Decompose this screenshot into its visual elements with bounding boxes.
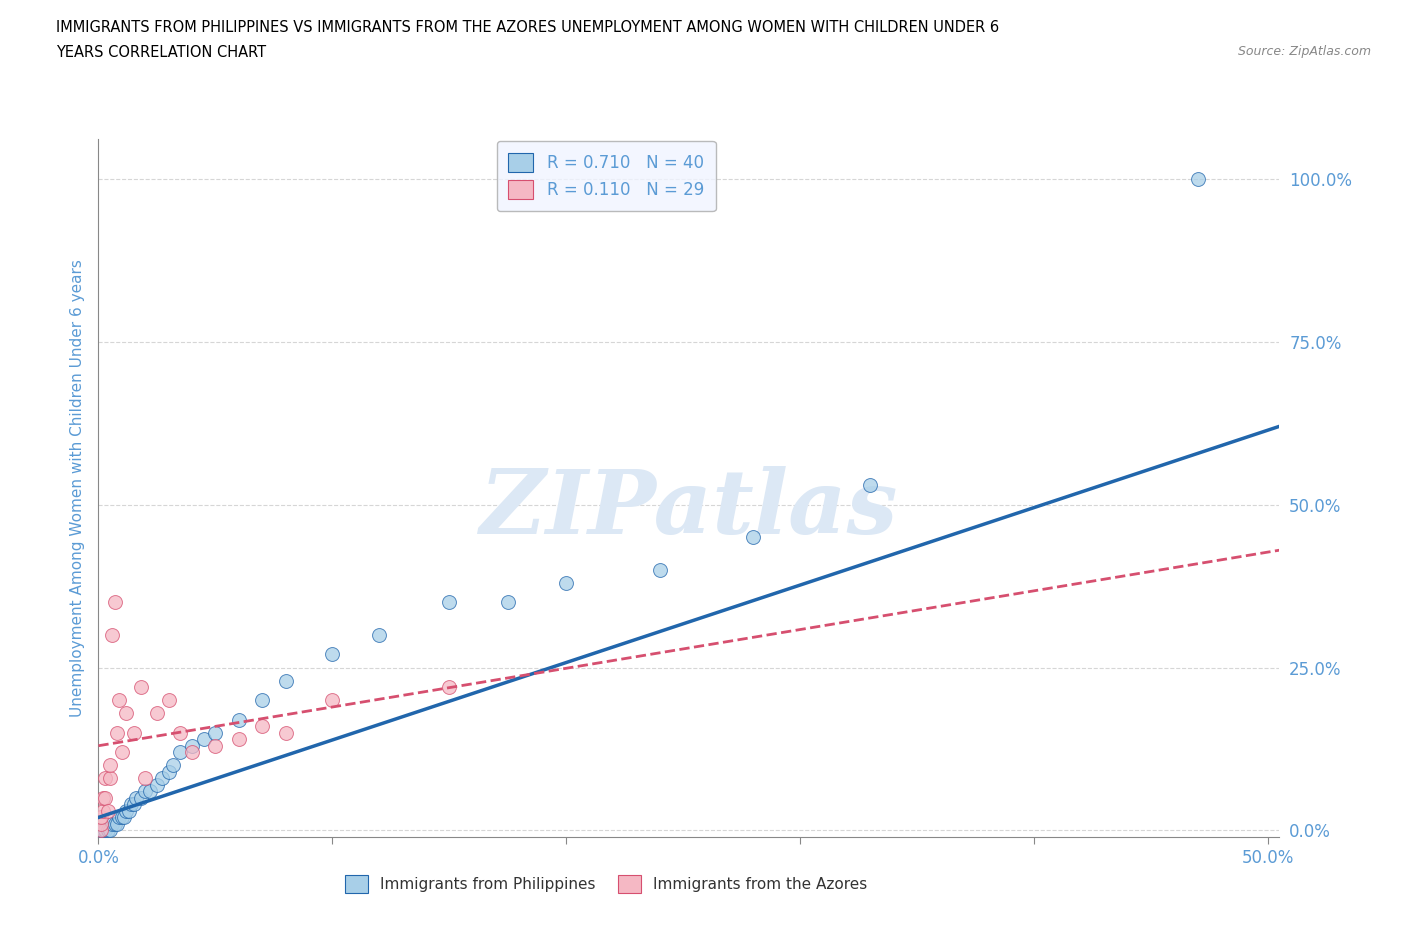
- Text: ZIPatlas: ZIPatlas: [481, 466, 897, 552]
- Text: Source: ZipAtlas.com: Source: ZipAtlas.com: [1237, 45, 1371, 58]
- Point: [115, 706, 138, 721]
- Point: [274, 673, 297, 688]
- Legend: Immigrants from Philippines, Immigrants from the Azores: Immigrants from Philippines, Immigrants …: [339, 870, 875, 899]
- Point: [101, 628, 124, 643]
- Point: [90, 817, 112, 831]
- Point: [98, 758, 121, 773]
- Point: [111, 810, 134, 825]
- Point: [439, 680, 461, 695]
- Point: [118, 804, 141, 818]
- Point: [94, 823, 117, 838]
- Point: [204, 738, 226, 753]
- Point: [648, 563, 671, 578]
- Point: [105, 725, 128, 740]
- Point: [120, 797, 142, 812]
- Point: [129, 680, 152, 695]
- Point: [101, 817, 124, 831]
- Point: [122, 797, 145, 812]
- Point: [1187, 171, 1209, 186]
- Point: [94, 771, 117, 786]
- Point: [91, 804, 114, 818]
- Point: [98, 771, 121, 786]
- Point: [368, 628, 391, 643]
- Point: [321, 647, 343, 662]
- Point: [108, 693, 131, 708]
- Point: [439, 595, 461, 610]
- Point: [181, 738, 204, 753]
- Point: [157, 764, 180, 779]
- Point: [122, 725, 145, 740]
- Point: [94, 790, 117, 805]
- Point: [90, 823, 112, 838]
- Point: [134, 771, 156, 786]
- Point: [181, 745, 204, 760]
- Text: YEARS CORRELATION CHART: YEARS CORRELATION CHART: [56, 45, 266, 60]
- Point: [150, 771, 173, 786]
- Point: [274, 725, 297, 740]
- Y-axis label: Unemployment Among Women with Children Under 6 years: Unemployment Among Women with Children U…: [69, 259, 84, 717]
- Point: [204, 725, 226, 740]
- Point: [228, 732, 250, 747]
- Point: [193, 732, 215, 747]
- Point: [146, 777, 169, 792]
- Point: [250, 693, 273, 708]
- Point: [162, 758, 184, 773]
- Point: [139, 784, 162, 799]
- Point: [91, 790, 114, 805]
- Point: [97, 804, 120, 818]
- Point: [90, 823, 112, 838]
- Point: [157, 693, 180, 708]
- Point: [321, 693, 343, 708]
- Point: [125, 790, 148, 805]
- Point: [91, 823, 114, 838]
- Point: [555, 576, 578, 591]
- Point: [169, 745, 191, 760]
- Point: [98, 823, 121, 838]
- Point: [129, 790, 152, 805]
- Point: [250, 719, 273, 734]
- Point: [104, 817, 127, 831]
- Point: [134, 784, 156, 799]
- Point: [859, 477, 882, 492]
- Point: [496, 595, 519, 610]
- Text: IMMIGRANTS FROM PHILIPPINES VS IMMIGRANTS FROM THE AZORES UNEMPLOYMENT AMONG WOM: IMMIGRANTS FROM PHILIPPINES VS IMMIGRANT…: [56, 20, 1000, 35]
- Point: [112, 810, 135, 825]
- Point: [90, 823, 112, 838]
- Point: [228, 712, 250, 727]
- Point: [105, 817, 128, 831]
- Point: [111, 745, 134, 760]
- Point: [742, 530, 765, 545]
- Point: [169, 725, 191, 740]
- Point: [97, 823, 120, 838]
- Point: [115, 804, 138, 818]
- Point: [104, 595, 127, 610]
- Point: [90, 810, 112, 825]
- Point: [146, 706, 169, 721]
- Point: [108, 810, 131, 825]
